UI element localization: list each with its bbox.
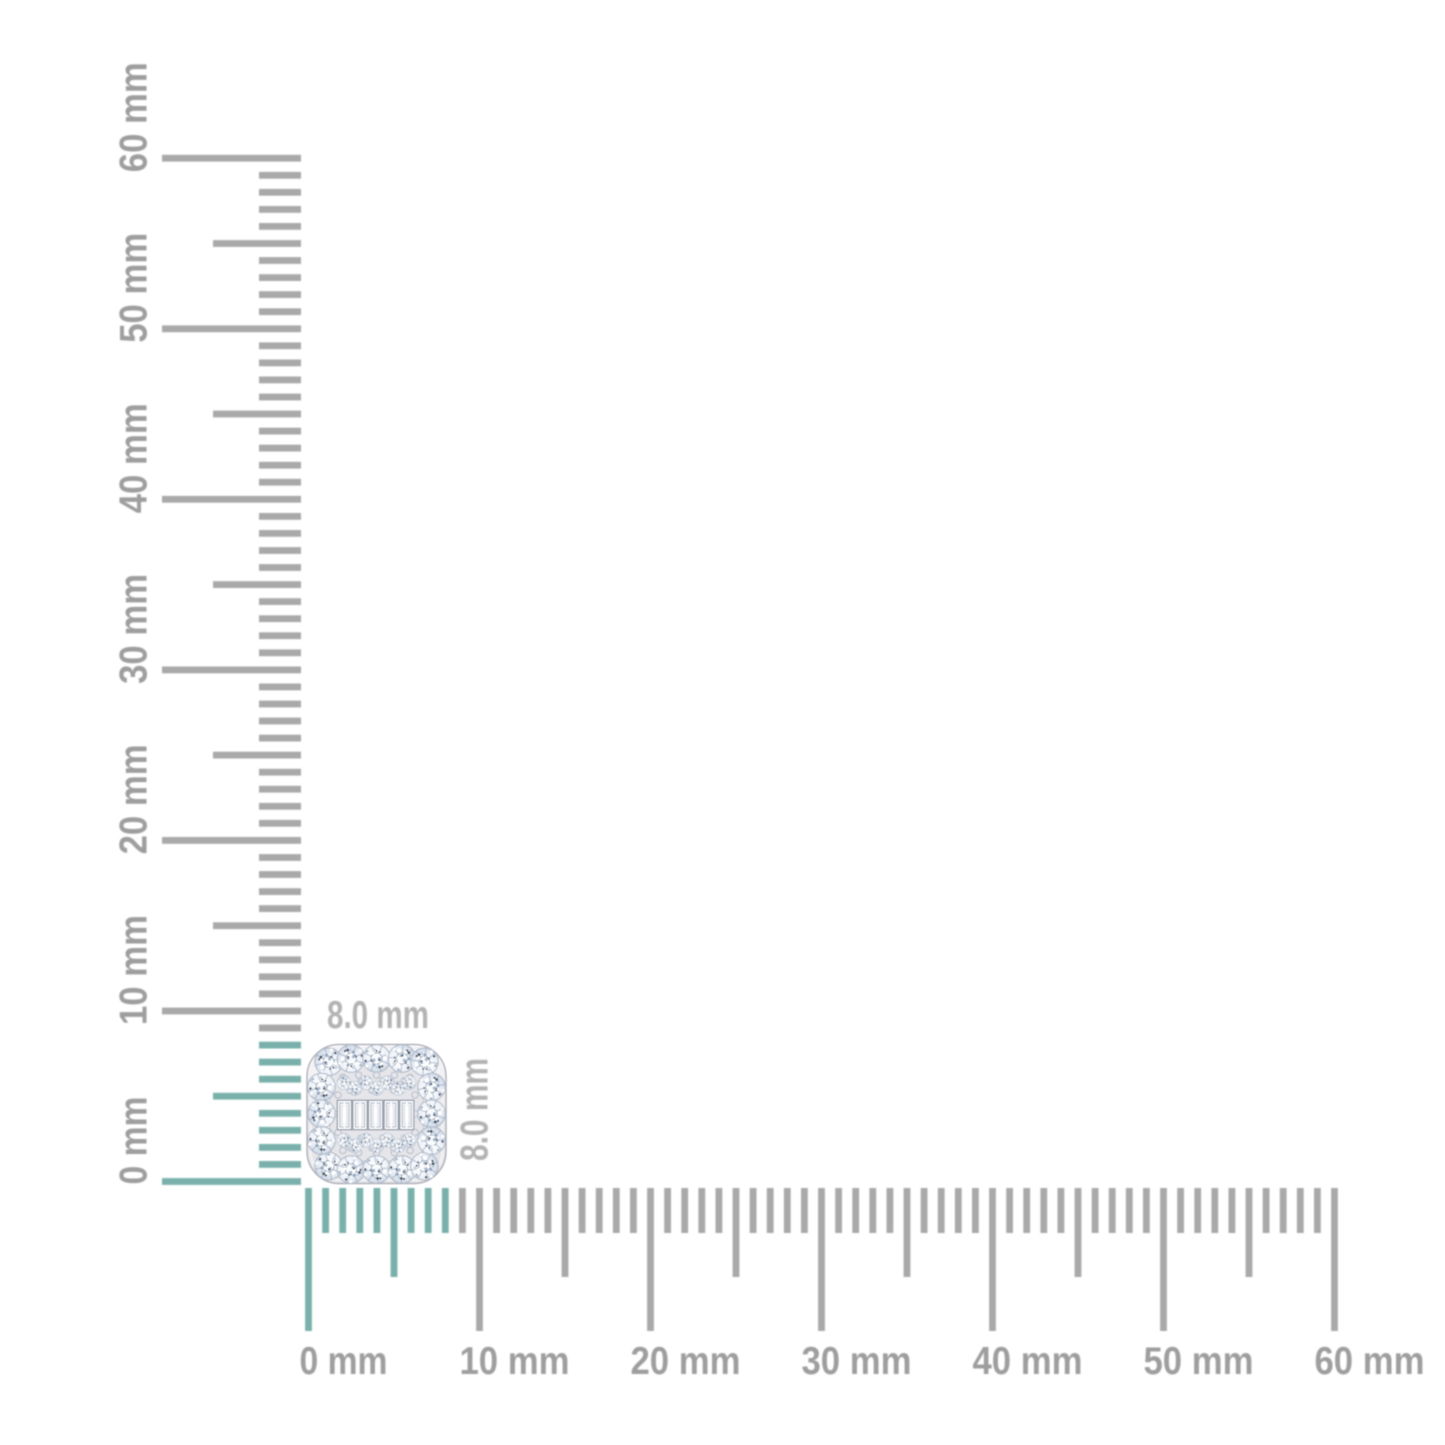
svg-text:50 mm: 50 mm xyxy=(1144,1340,1254,1383)
svg-text:20 mm: 20 mm xyxy=(113,744,156,854)
svg-text:0 mm: 0 mm xyxy=(300,1340,388,1383)
svg-text:50 mm: 50 mm xyxy=(113,233,156,343)
svg-text:40 mm: 40 mm xyxy=(973,1340,1083,1383)
svg-text:40 mm: 40 mm xyxy=(113,403,156,513)
svg-text:60 mm: 60 mm xyxy=(113,62,156,172)
svg-text:10 mm: 10 mm xyxy=(460,1340,570,1383)
svg-text:8.0 mm: 8.0 mm xyxy=(327,994,429,1037)
svg-text:20 mm: 20 mm xyxy=(631,1340,741,1383)
svg-text:8.0 mm: 8.0 mm xyxy=(454,1058,497,1161)
svg-text:60 mm: 60 mm xyxy=(1315,1340,1425,1383)
svg-text:30 mm: 30 mm xyxy=(113,574,156,684)
svg-text:0 mm: 0 mm xyxy=(113,1097,156,1185)
svg-text:10 mm: 10 mm xyxy=(113,915,156,1025)
svg-text:30 mm: 30 mm xyxy=(802,1340,912,1383)
